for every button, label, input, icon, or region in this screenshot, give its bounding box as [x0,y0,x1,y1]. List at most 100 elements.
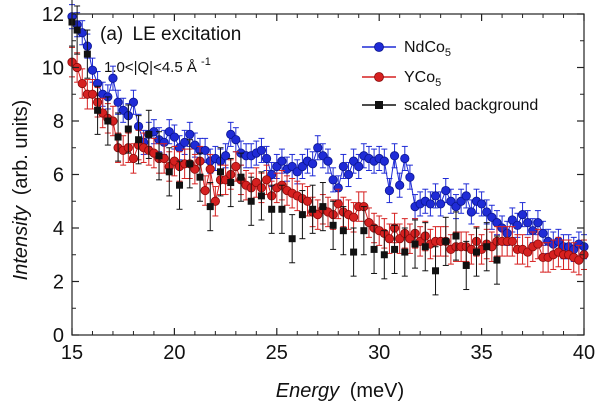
data-point-scaled-background [104,117,112,125]
data-point-scaled-background [165,168,173,176]
data-point-scaled-background [350,248,358,256]
data-point-ndco5 [354,161,364,172]
data-point-scaled-background [432,267,440,275]
svg-text:YCo5: YCo5 [404,69,441,89]
y-tick-label: 12 [42,4,64,26]
legend-item-ndco5: NdCo5 [362,39,451,59]
q-range-exponent: -1 [201,56,211,68]
panel-label: (a) [100,24,123,45]
data-point-yco5 [261,175,272,185]
legend-marker-yco5 [374,72,384,82]
data-point-yco5 [533,239,543,249]
data-point-yco5 [205,164,215,174]
data-point-scaled-background [360,227,368,235]
data-point-yco5 [333,199,343,209]
y-tick-label: 10 [42,58,64,80]
data-point-ndco5 [430,191,441,201]
y-tick-label: 4 [53,218,64,240]
data-point-ndco5 [538,228,548,238]
data-point-scaled-background [124,125,132,133]
data-point-ndco5 [128,97,139,107]
x-axis-title-italic: Energy [276,380,340,402]
data-point-yco5 [231,161,241,172]
svg-text:(a) LE excitation: (a) LE excitation [100,24,241,45]
data-point-scaled-background [114,133,122,141]
data-point-ndco5 [523,218,533,228]
data-point-ndco5 [343,169,354,180]
q-range-label: 1.0<|Q|<4.5 Å [104,59,197,76]
annotations: (a) LE excitation 1.0<|Q|<4.5 Å -1 [100,24,241,76]
legend-marker-ndco5 [374,42,384,52]
data-point-scaled-background [401,248,409,256]
data-point-scaled-background [472,248,480,256]
legend-label-yco5: YCo [404,69,435,86]
data-point-ndco5 [425,199,435,209]
data-point-ndco5 [261,153,272,164]
svg-text:NdCo5: NdCo5 [404,39,451,59]
data-point-ndco5 [517,210,528,220]
chart-title: LE excitation [133,24,242,45]
data-point-scaled-background [452,232,460,240]
data-point-ndco5 [313,143,323,153]
data-point-scaled-background [227,179,235,187]
legend-item-yco5: YCo5 [362,69,441,89]
data-point-ndco5 [436,199,446,209]
data-point-ndco5 [323,156,333,166]
data-point-yco5 [200,185,210,196]
plot-area: 15 20 25 30 35 40 0 2 4 6 8 10 12 [42,0,595,364]
data-point-scaled-background [391,245,399,253]
data-point-scaled-background [73,26,81,34]
x-axis-title-unit: (meV) [350,380,404,402]
data-point-scaled-background [176,181,184,189]
x-tick-label: 40 [573,342,595,364]
svg-text:Energy (meV): Energy (meV) [276,380,404,402]
data-point-ndco5 [328,175,338,185]
y-tick-label: 2 [53,272,64,294]
data-point-ndco5 [221,151,231,161]
legend-sub-yco5: 5 [435,77,441,89]
data-point-ndco5 [308,159,318,169]
data-point-scaled-background [411,240,419,248]
legend-label-background: scaled background [404,97,538,114]
data-point-scaled-background [135,136,143,144]
data-point-scaled-background [442,237,450,245]
y-axis-title: Intensity (arb. units) [10,100,32,281]
data-point-yco5 [87,89,98,99]
data-point-ndco5 [379,156,389,166]
data-point-ndco5 [277,156,287,166]
data-point-ndco5 [395,180,405,190]
data-point-scaled-background [186,160,194,168]
legend-label-ndco5: NdCo [404,39,445,56]
data-point-ndco5 [384,185,395,196]
data-point-ndco5 [185,129,195,139]
data-point-yco5 [77,78,87,89]
legend-item-background: scaled background [362,97,538,114]
data-point-ndco5 [400,153,410,164]
data-point-scaled-background [196,173,204,181]
data-point-scaled-background [298,211,306,219]
y-tick-label: 0 [53,325,64,347]
data-point-yco5 [128,153,139,164]
data-point-yco5 [302,196,313,206]
data-point-scaled-background [216,168,224,176]
data-point-scaled-background [83,50,91,58]
data-point-scaled-background [421,243,429,251]
data-point-scaled-background [237,173,245,181]
data-point-scaled-background [339,227,347,235]
data-point-ndco5 [405,172,415,182]
data-point-ndco5 [389,151,400,161]
data-point-scaled-background [206,203,214,211]
y-tick-label: 6 [53,165,64,187]
x-tick-label: 20 [163,342,185,364]
data-point-scaled-background [380,251,388,259]
data-point-ndco5 [461,191,471,201]
data-point-scaled-background [319,203,327,211]
data-point-ndco5 [533,218,543,228]
data-point-ndco5 [169,132,179,142]
data-point-scaled-background [370,245,378,253]
data-point-scaled-background [268,205,276,213]
data-point-scaled-background [94,106,102,114]
data-point-scaled-background [278,205,286,213]
y-axis-title-unit: (arb. units) [10,100,32,196]
